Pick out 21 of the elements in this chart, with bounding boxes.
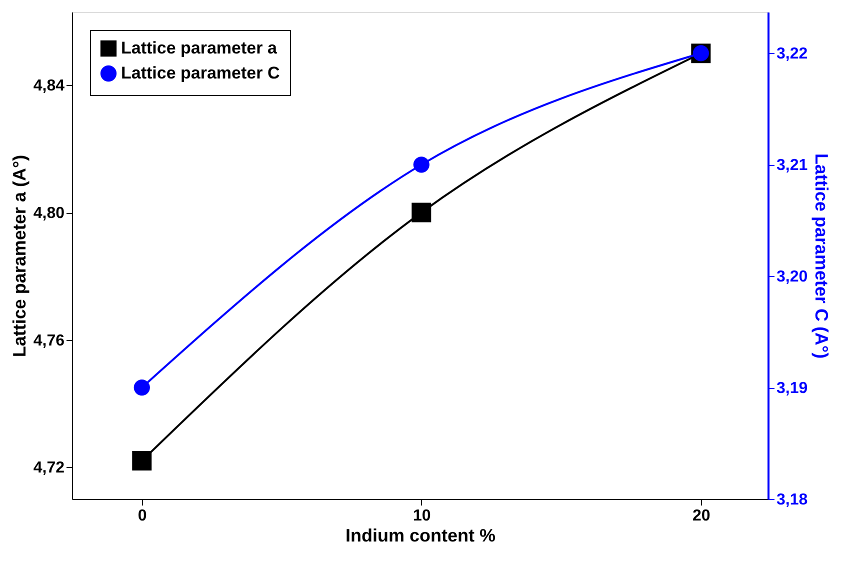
y2-tick-label: 3,21 bbox=[776, 157, 808, 174]
y2-axis-title: Lattice parameter C (A°) bbox=[812, 153, 832, 359]
x-axis-title: Indium content % bbox=[346, 526, 496, 546]
y2-tick-label: 3,20 bbox=[776, 268, 808, 286]
y-tick-label: 4,80 bbox=[33, 205, 65, 222]
x-tick-label: 20 bbox=[692, 508, 710, 524]
y-tick-label: 4,72 bbox=[33, 460, 65, 477]
point bbox=[134, 380, 150, 396]
x-tick-label: 0 bbox=[138, 508, 147, 524]
y2-tick-label: 3,19 bbox=[776, 380, 808, 398]
y-tick-label: 4,76 bbox=[33, 332, 65, 350]
point bbox=[413, 156, 430, 173]
y2-tick-label: 3,22 bbox=[776, 46, 808, 63]
point bbox=[132, 451, 152, 471]
legend-label: Lattice parameter a bbox=[121, 38, 278, 58]
legend-label: Lattice parameter C bbox=[121, 64, 280, 82]
y-axis-title: Lattice parameter a (A°) bbox=[9, 154, 30, 358]
y-tick-label: 4,84 bbox=[33, 78, 65, 95]
x-tick-label: 10 bbox=[413, 508, 431, 524]
point bbox=[412, 202, 432, 222]
y2-tick-label: 3,18 bbox=[776, 492, 808, 508]
